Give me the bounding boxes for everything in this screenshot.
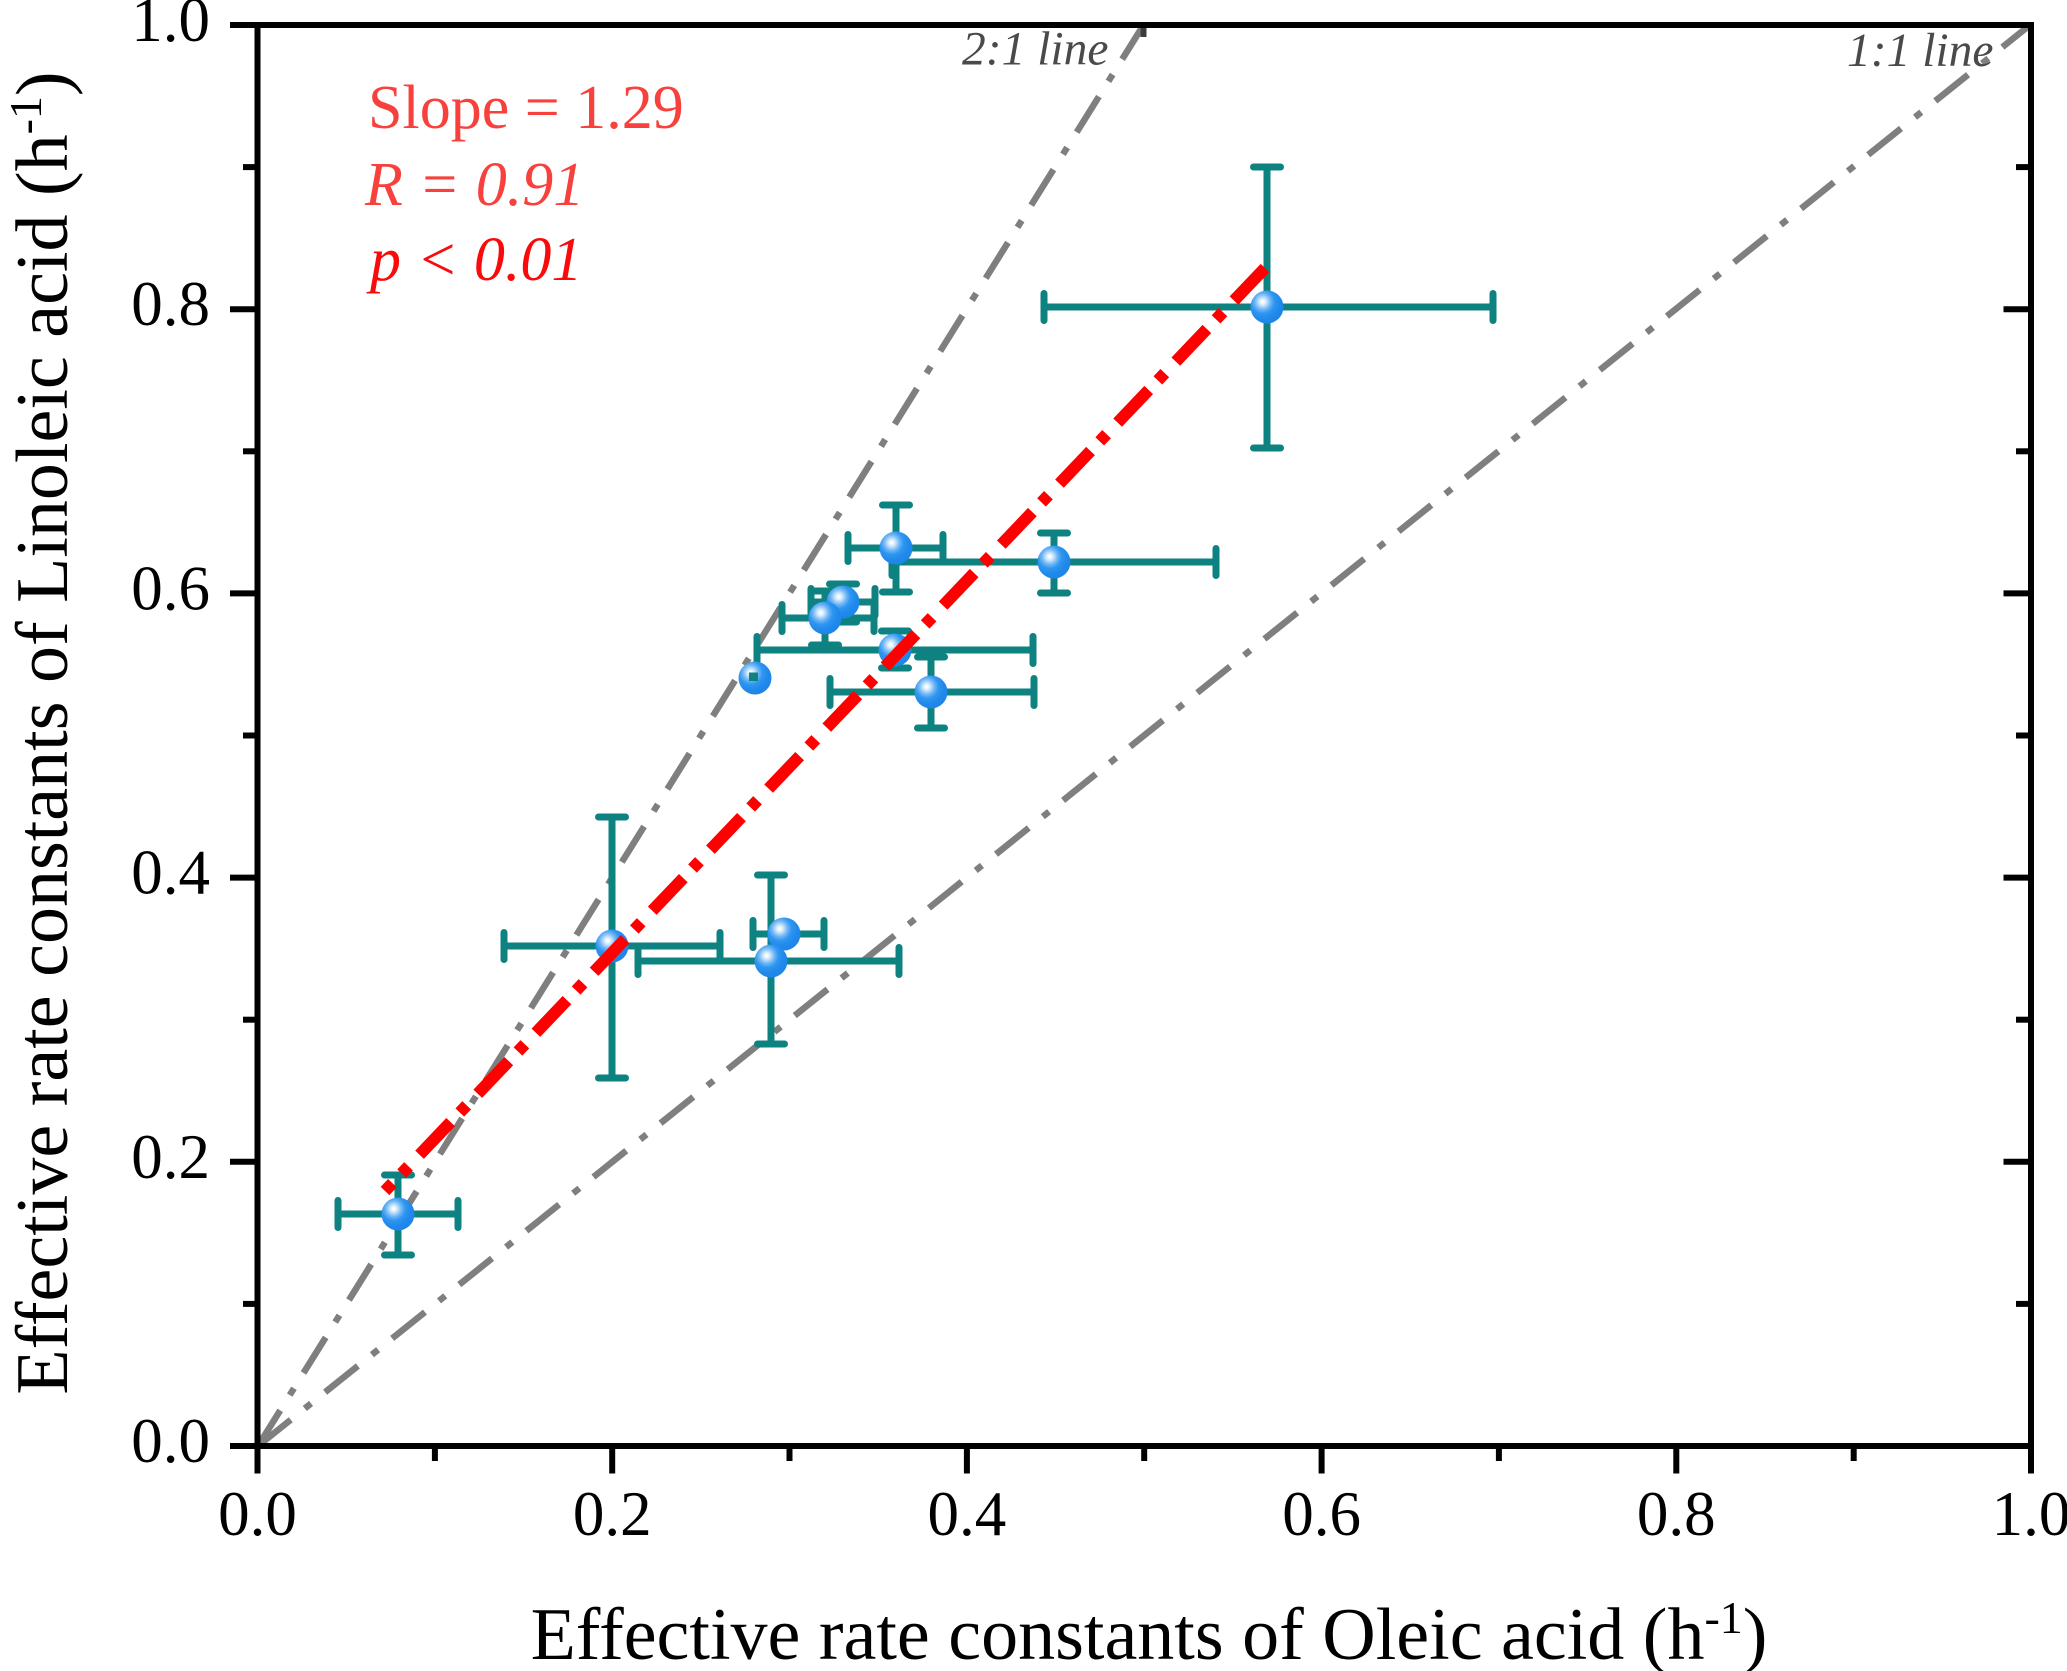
svg-text:R = 0.91: R = 0.91 <box>364 151 584 219</box>
svg-text:2:1 line: 2:1 line <box>962 24 1108 76</box>
svg-text:0.6: 0.6 <box>131 553 210 623</box>
svg-text:0.8: 0.8 <box>131 269 210 339</box>
svg-text:1:1 line: 1:1 line <box>1847 25 1993 77</box>
svg-text:0.6: 0.6 <box>1282 1479 1361 1549</box>
svg-text:0.8: 0.8 <box>1637 1479 1716 1549</box>
svg-text:0.4: 0.4 <box>928 1479 1007 1549</box>
svg-text:0.2: 0.2 <box>131 1122 210 1192</box>
svg-text:0.0: 0.0 <box>131 1406 210 1476</box>
svg-text:Slope = 1.29: Slope = 1.29 <box>368 74 684 142</box>
svg-text:Effective rate constants of Ol: Effective rate constants of Oleic acid (… <box>531 1592 1768 1671</box>
svg-text:0.4: 0.4 <box>131 838 210 908</box>
svg-text:0.0: 0.0 <box>218 1479 297 1549</box>
svg-text:0.2: 0.2 <box>573 1479 652 1549</box>
svg-text:p < 0.01: p < 0.01 <box>366 226 582 294</box>
svg-text:Effective rate constants of Li: Effective rate constants of Linoleic aci… <box>0 71 84 1394</box>
svg-text:1.0: 1.0 <box>131 0 210 55</box>
svg-text:1.0: 1.0 <box>1992 1479 2067 1549</box>
